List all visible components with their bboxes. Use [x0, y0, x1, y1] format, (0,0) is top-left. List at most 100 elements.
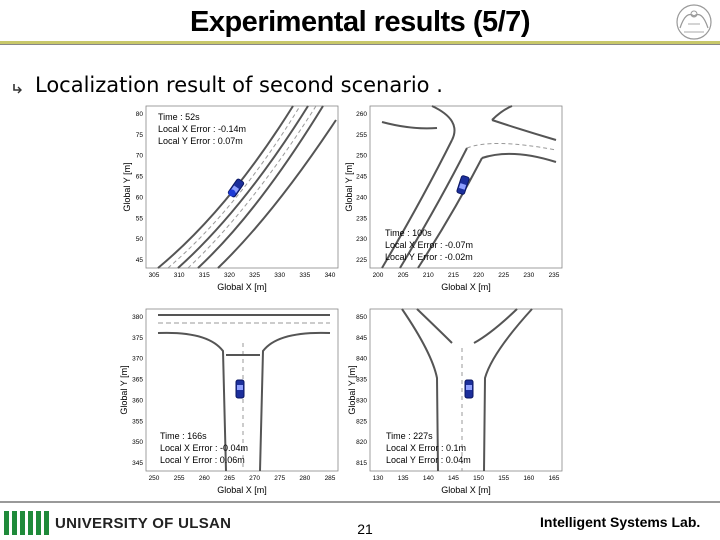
y-tick-label: 245	[356, 174, 367, 181]
y-tick-label: 260	[356, 111, 367, 118]
x-tick-label: 165	[549, 475, 560, 482]
title-rule-shadow	[0, 44, 720, 45]
plot-panel-3: Time : 166s Local X Error : -0.04m Local…	[119, 308, 339, 495]
x-axis-label: Global X [m]	[217, 485, 267, 495]
y-tick-label: 820	[356, 439, 367, 446]
x-tick-label: 130	[373, 475, 384, 482]
x-tick-label: 200	[373, 272, 384, 279]
university-logo-icon	[4, 511, 49, 535]
x-tick-label: 270	[249, 475, 260, 482]
x-tick-label: 140	[423, 475, 434, 482]
y-tick-label: 380	[132, 314, 143, 321]
x-axis-label: Global X [m]	[441, 485, 491, 495]
x-tick-label: 260	[199, 475, 210, 482]
plot-text-line: Local Y Error : -0.02m	[385, 252, 473, 262]
y-tick-label: 250	[356, 153, 367, 160]
x-tick-label: 225	[498, 272, 509, 279]
y-tick-label: 230	[356, 236, 367, 243]
y-tick-label: 60	[136, 194, 144, 201]
y-axis-label: Global Y [m]	[347, 365, 357, 414]
bullet-arrow-icon	[13, 84, 22, 94]
y-tick-label: 240	[356, 194, 367, 201]
x-tick-label: 280	[299, 475, 310, 482]
university-seal-icon	[676, 4, 712, 40]
y-tick-label: 825	[356, 418, 367, 425]
y-tick-label: 80	[136, 111, 144, 118]
y-tick-labels: 80 75 70 65 60 55 50 45	[136, 111, 144, 264]
plot-text-line: Local X Error : -0.14m	[158, 124, 246, 134]
x-tick-label: 150	[473, 475, 484, 482]
x-tick-label: 215	[448, 272, 459, 279]
x-tick-label: 275	[274, 475, 285, 482]
x-axis-label: Global X [m]	[441, 282, 491, 292]
x-tick-label: 255	[174, 475, 185, 482]
plot-text-line: Time : 52s	[158, 112, 200, 122]
y-tick-label: 45	[136, 257, 144, 264]
x-tick-label: 210	[423, 272, 434, 279]
footer-university: UNIVERSITY OF ULSAN	[55, 515, 232, 532]
y-tick-labels: 380 375 370 365 360 355 350 345	[132, 314, 143, 467]
y-tick-label: 50	[136, 236, 144, 243]
plot-text-line: Local X Error : 0.1m	[386, 443, 466, 453]
x-tick-label: 145	[448, 475, 459, 482]
vehicle-icon	[235, 379, 245, 399]
x-tick-label: 330	[274, 272, 285, 279]
y-tick-label: 345	[132, 460, 143, 467]
vehicle-icon	[456, 175, 470, 195]
y-tick-labels: 850 845 840 835 830 825 820 815	[356, 314, 367, 467]
y-tick-label: 845	[356, 335, 367, 342]
y-tick-label: 65	[136, 174, 144, 181]
slide-subtitle: Localization result of second scenario .	[35, 73, 443, 97]
x-tick-labels: 200 205 210 215 220 225 230 235	[373, 272, 560, 279]
x-tick-label: 135	[398, 475, 409, 482]
y-tick-label: 370	[132, 356, 143, 363]
slide-title: Experimental results (5/7)	[190, 6, 530, 38]
y-axis-label: Global Y [m]	[119, 365, 129, 414]
x-tick-label: 155	[498, 475, 509, 482]
y-tick-label: 255	[356, 132, 367, 139]
x-tick-label: 250	[149, 475, 160, 482]
x-tick-label: 220	[473, 272, 484, 279]
x-tick-label: 310	[174, 272, 185, 279]
x-tick-label: 315	[199, 272, 210, 279]
x-tick-label: 320	[224, 272, 235, 279]
x-tick-label: 205	[398, 272, 409, 279]
x-tick-labels: 250 255 260 265 270 275 280 285	[149, 475, 336, 482]
plot-panel-4: Time : 227s Local X Error : 0.1m Local Y…	[347, 308, 563, 495]
plot-text-line: Local X Error : -0.04m	[160, 443, 248, 453]
y-tick-label: 225	[356, 257, 367, 264]
plot-text-line: Time : 227s	[386, 431, 433, 441]
vehicle-icon	[464, 379, 474, 399]
y-tick-label: 235	[356, 215, 367, 222]
y-tick-label: 360	[132, 397, 143, 404]
y-tick-label: 830	[356, 397, 367, 404]
y-tick-label: 70	[136, 153, 144, 160]
y-tick-label: 365	[132, 377, 143, 384]
plot-panel-2: Time : 100s Local X Error : -0.07m Local…	[344, 105, 563, 292]
x-tick-label: 230	[523, 272, 534, 279]
y-tick-label: 815	[356, 460, 367, 467]
plot-panel-1: Time : 52s Local X Error : -0.14m Local …	[122, 105, 339, 292]
x-tick-label: 235	[549, 272, 560, 279]
x-tick-label: 160	[523, 475, 534, 482]
y-tick-label: 355	[132, 418, 143, 425]
x-tick-label: 335	[299, 272, 310, 279]
road-map	[157, 314, 331, 472]
y-tick-label: 375	[132, 335, 143, 342]
page-number: 21	[357, 521, 373, 537]
x-tick-label: 325	[249, 272, 260, 279]
x-tick-label: 285	[325, 475, 336, 482]
road-map	[157, 105, 337, 269]
y-axis-label: Global Y [m]	[344, 162, 354, 211]
x-tick-label: 265	[224, 475, 235, 482]
y-tick-label: 350	[132, 439, 143, 446]
footer-lab-name: Intelligent Systems Lab.	[540, 514, 701, 530]
y-axis-label: Global Y [m]	[122, 162, 132, 211]
y-tick-label: 835	[356, 377, 367, 384]
x-axis-label: Global X [m]	[217, 282, 267, 292]
x-tick-label: 340	[325, 272, 336, 279]
title-rule	[0, 41, 720, 44]
y-tick-label: 55	[136, 215, 144, 222]
estimated-position-marker	[228, 189, 236, 197]
footer-rule	[0, 501, 720, 503]
